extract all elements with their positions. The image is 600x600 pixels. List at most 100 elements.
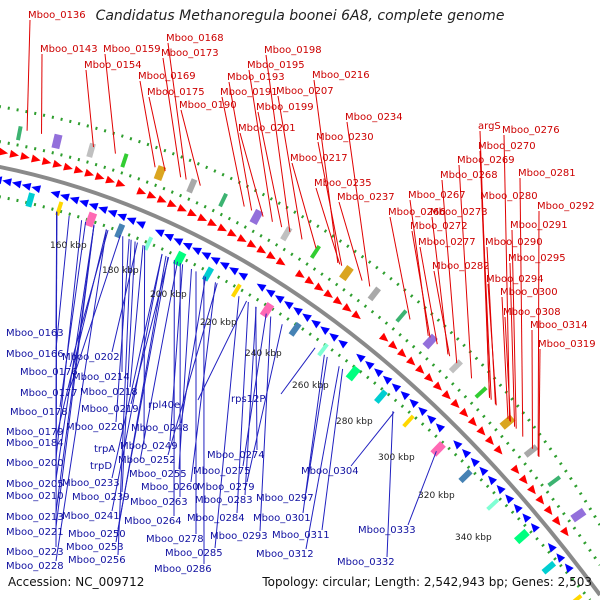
reverse-gene-arrow (201, 252, 212, 260)
reverse-gene-arrow (374, 368, 384, 378)
leader-line (350, 411, 395, 467)
forward-gene-arrow (9, 149, 20, 158)
leader-line (321, 368, 344, 531)
leader-line (167, 42, 187, 180)
gene-label: Mboo_0218 (80, 387, 138, 398)
feature-block (84, 211, 98, 228)
reverse-gene-arrow (238, 272, 249, 281)
gene-label: Mboo_0221 (6, 527, 64, 538)
feature-block (486, 498, 500, 511)
gene-label: Mboo_0304 (301, 466, 359, 477)
leader-line (248, 69, 273, 222)
gene-label: Mboo_0264 (124, 516, 182, 527)
reverse-gene-arrow (11, 180, 22, 189)
leader-line (305, 356, 328, 494)
reverse-gene-arrow (60, 193, 70, 202)
leader-line (148, 96, 166, 172)
gene-label: Mboo_0220 (66, 422, 124, 433)
forward-gene-arrow (476, 426, 486, 436)
gene-label: Mboo_0270 (478, 141, 536, 152)
gene-label: Mboo_0200 (6, 458, 64, 469)
forward-genes (0, 147, 569, 537)
forward-gene-arrow (323, 289, 333, 298)
gene-label: Mboo_0202 (62, 352, 120, 363)
leader-line (346, 121, 371, 287)
gene-label: Mboo_0284 (187, 513, 245, 524)
leader-line (55, 229, 107, 562)
leader-line (487, 283, 497, 406)
reverse-gene-arrow (265, 289, 276, 298)
gene-label: Mboo_0173 (161, 48, 219, 59)
gene-label: Mboo_0292 (537, 201, 595, 212)
feature-block (218, 192, 228, 208)
reverse-gene-arrow (496, 484, 506, 495)
gene-label: Mboo_0252 (118, 455, 176, 466)
leader-line (129, 245, 144, 388)
gene-label: Mboo_0249 (120, 441, 178, 452)
gene-label: Mboo_0234 (345, 112, 403, 123)
kbp-label: 260 kbp (292, 381, 329, 391)
forward-gene-arrow (378, 332, 389, 342)
reverse-gene-arrow (192, 247, 202, 256)
leader-line (441, 179, 458, 364)
leader-line (55, 215, 70, 350)
reverse-gene-arrow (107, 210, 118, 218)
gene-label: rpl40e (148, 400, 180, 411)
gene-label: trpD (90, 461, 112, 472)
kbp-scale: 160 kbp 180 kbp 200 kbp 220 kbp 240 kbp … (50, 241, 492, 543)
gene-label: Mboo_0193 (227, 72, 285, 83)
forward-gene-arrow (459, 407, 469, 418)
feature-block (288, 321, 302, 337)
gene-label: Mboo_0293 (210, 531, 268, 542)
forward-gene-arrow (41, 157, 52, 165)
gene-label: Mboo_0199 (256, 102, 314, 113)
leader-line (458, 164, 473, 379)
gene-label: Mboo_0210 (6, 491, 64, 502)
reverse-gene-arrow (311, 319, 321, 329)
forward-gene-arrow (236, 234, 247, 243)
leader-line (221, 96, 245, 207)
reverse-gene-arrow (382, 375, 393, 385)
gene-label: Mboo_0314 (530, 320, 588, 331)
feature-block (186, 178, 198, 194)
leader-line (317, 141, 343, 266)
gene-label: Mboo_0301 (253, 513, 311, 524)
gene-label: Mboo_0280 (480, 191, 538, 202)
gene-label: Mboo_0268 (440, 170, 498, 181)
feature-block (25, 192, 35, 208)
forward-gene-arrow (226, 228, 237, 237)
gene-label: Mboo_0214 (72, 372, 130, 383)
forward-gene-arrow (63, 162, 73, 171)
leader-line (214, 296, 240, 549)
forward-gene-arrow (388, 340, 398, 350)
gene-label: Mboo_0184 (6, 438, 64, 449)
leader-line (277, 95, 303, 240)
reverse-gene-arrow (31, 185, 42, 194)
leader-line (433, 270, 451, 357)
forward-gene-arrow (559, 526, 569, 537)
forward-gene-arrow (115, 179, 126, 187)
reverse-gene-labels: Mboo_0163 Mboo_0166 Mboo_0202 Mboo_0176 … (6, 328, 416, 575)
gene-label: Mboo_0281 (518, 168, 576, 179)
gene-label: Mboo_0319 (538, 339, 596, 350)
forward-gene-arrow (246, 239, 257, 248)
leader-line (115, 255, 167, 543)
feature-block (523, 444, 539, 458)
forward-gene-labels: Mboo_0136 Mboo_0143 Mboo_0154 Mboo_0159 … (28, 10, 596, 350)
gene-label: Mboo_0285 (165, 548, 223, 559)
leader-line (538, 348, 541, 457)
leader-line (509, 262, 516, 427)
leader-line (117, 239, 132, 556)
leader-line (115, 238, 130, 423)
leader-line (236, 301, 249, 514)
feature-block (430, 441, 446, 457)
gene-label: Mboo_0291 (510, 220, 568, 231)
feature-block (570, 507, 587, 523)
forward-gene-arrow (176, 203, 187, 212)
leader-line (104, 53, 116, 154)
reverse-gene-arrow (0, 176, 3, 185)
leader-line (55, 229, 107, 439)
gene-label: Mboo_0260 (141, 482, 199, 493)
leader-line (111, 253, 163, 512)
